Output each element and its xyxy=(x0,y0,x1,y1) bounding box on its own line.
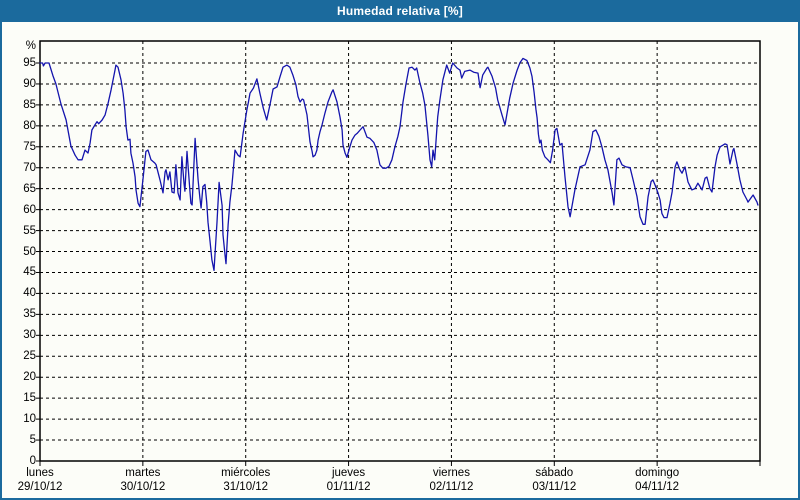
x-axis-day-label: sábado 03/11/12 xyxy=(506,466,602,494)
day-date: 03/11/12 xyxy=(532,481,577,493)
y-tick-label: 55 xyxy=(23,224,36,237)
x-axis-day-label: jueves 01/11/12 xyxy=(301,466,397,494)
plot-border xyxy=(39,40,761,462)
day-name: domingo xyxy=(635,467,680,479)
day-name: viernes xyxy=(432,467,470,479)
title-bar: Humedad relativa [%] xyxy=(2,2,798,22)
y-tick-label: 90 xyxy=(23,77,36,90)
x-axis-day-label: martes 30/10/12 xyxy=(95,466,191,494)
x-axis-day-label: miércoles 31/10/12 xyxy=(198,466,294,494)
day-date: 01/11/12 xyxy=(326,481,371,493)
day-date: 30/10/12 xyxy=(120,481,166,493)
day-date: 02/11/12 xyxy=(429,481,474,493)
day-name: miércoles xyxy=(221,467,271,479)
day-name: jueves xyxy=(331,467,366,479)
day-date: 29/10/12 xyxy=(17,481,63,493)
x-axis-day-label: domingo 04/11/12 xyxy=(609,466,705,494)
day-name: martes xyxy=(125,467,161,479)
y-tick-label: 80 xyxy=(23,119,36,132)
day-name: lunes xyxy=(26,467,54,479)
y-tick-label: 5 xyxy=(29,434,36,447)
y-tick-label: 35 xyxy=(23,308,36,321)
chart-title: Humedad relativa [%] xyxy=(336,4,464,18)
y-tick-label: 20 xyxy=(23,371,36,384)
y-tick-label: 15 xyxy=(23,392,36,405)
y-tick-label: 25 xyxy=(23,350,36,363)
y-tick-label: 45 xyxy=(23,266,36,279)
y-tick-label: 70 xyxy=(23,161,36,174)
y-tick-label: 85 xyxy=(23,98,36,111)
y-tick-label: 50 xyxy=(23,245,36,258)
day-name: sábado xyxy=(535,467,574,479)
y-axis-unit-label: % xyxy=(25,40,36,52)
y-tick-label: 10 xyxy=(23,413,36,426)
y-tick-label: 40 xyxy=(23,287,36,300)
humidity-line-chart xyxy=(36,40,761,466)
x-axis-day-label: viernes 02/11/12 xyxy=(403,466,499,494)
y-tick-label: 30 xyxy=(23,329,36,342)
y-tick-label: 65 xyxy=(23,182,36,195)
x-axis-day-label: lunes 29/10/12 xyxy=(2,466,88,494)
y-tick-label: 0 xyxy=(29,455,36,467)
y-tick-label: 60 xyxy=(23,203,36,216)
humidity-series-line xyxy=(39,57,759,272)
y-tick-label: 75 xyxy=(23,140,36,153)
day-date: 04/11/12 xyxy=(635,481,680,493)
day-date: 31/10/12 xyxy=(223,481,269,493)
y-tick-label: 95 xyxy=(23,57,36,69)
